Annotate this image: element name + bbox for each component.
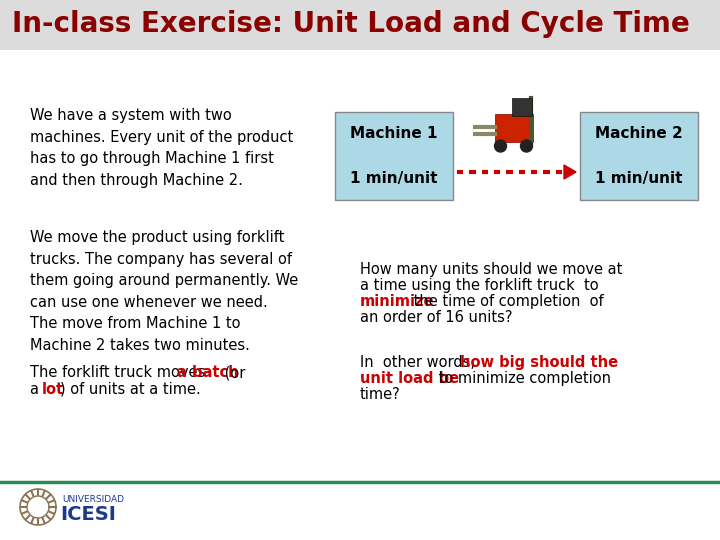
- Text: UNIVERSIDAD: UNIVERSIDAD: [62, 496, 124, 504]
- Text: Machine 1: Machine 1: [350, 126, 438, 141]
- Text: Machine 2: Machine 2: [595, 126, 683, 141]
- Text: the time of completion  of: the time of completion of: [410, 294, 604, 309]
- Circle shape: [495, 140, 506, 152]
- Text: We have a system with two
machines. Every unit of the product
has to go through : We have a system with two machines. Ever…: [30, 108, 293, 188]
- FancyBboxPatch shape: [335, 112, 453, 200]
- Circle shape: [521, 140, 533, 152]
- FancyBboxPatch shape: [511, 98, 531, 116]
- Text: How many units should we move at: How many units should we move at: [360, 262, 622, 277]
- Text: a batch: a batch: [177, 365, 238, 380]
- Text: ICESI: ICESI: [60, 505, 116, 524]
- Text: lot: lot: [42, 382, 64, 397]
- Text: 1 min/unit: 1 min/unit: [595, 171, 683, 186]
- Text: time?: time?: [360, 387, 401, 402]
- Text: a: a: [30, 382, 44, 397]
- Text: In-class Exercise: Unit Load and Cycle Time: In-class Exercise: Unit Load and Cycle T…: [12, 10, 690, 38]
- Text: a time using the forklift truck  to: a time using the forklift truck to: [360, 278, 598, 293]
- FancyBboxPatch shape: [0, 0, 720, 50]
- Text: to minimize completion: to minimize completion: [434, 371, 611, 386]
- Text: how big should the: how big should the: [460, 355, 618, 370]
- Text: 1 min/unit: 1 min/unit: [350, 171, 438, 186]
- FancyBboxPatch shape: [495, 114, 533, 142]
- Text: an order of 16 units?: an order of 16 units?: [360, 310, 513, 325]
- Text: unit load be: unit load be: [360, 371, 459, 386]
- Text: minimize: minimize: [360, 294, 434, 309]
- Text: ) of units at a time.: ) of units at a time.: [60, 382, 201, 397]
- Text: In  other words,: In other words,: [360, 355, 480, 370]
- Text: We move the product using forklift
trucks. The company has several of
them going: We move the product using forklift truck…: [30, 230, 298, 353]
- FancyBboxPatch shape: [580, 112, 698, 200]
- Text: The forklift truck moves: The forklift truck moves: [30, 365, 210, 380]
- Text: (or: (or: [220, 365, 246, 380]
- Polygon shape: [564, 165, 576, 179]
